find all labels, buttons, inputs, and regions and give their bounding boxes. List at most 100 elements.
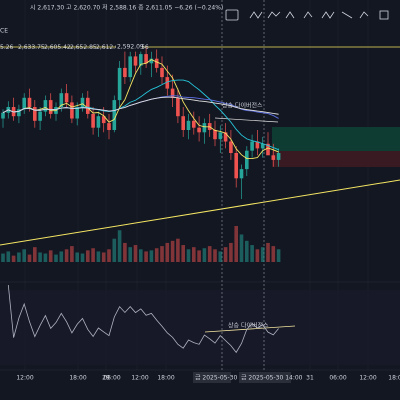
- volume-bar: [59, 251, 64, 262]
- candle-body: [64, 93, 69, 103]
- volume-bar: [213, 249, 217, 262]
- volume-bar: [123, 242, 127, 262]
- volume-bar: [207, 246, 212, 262]
- volume-bar: [266, 242, 270, 262]
- volume-bar: [271, 246, 276, 262]
- volume-bar: [17, 252, 21, 262]
- volume-bar: [64, 249, 69, 262]
- volume-bar: [1, 253, 5, 262]
- volume-bar: [250, 245, 254, 262]
- ohlc-header: 시 2,617.30 고 2,620.70 저 2,588.16 종 2,611…: [30, 4, 223, 12]
- toolbar[interactable]: [225, 9, 389, 21]
- candle-body: [133, 56, 138, 66]
- candle-body: [229, 141, 233, 153]
- volume-bar: [48, 250, 53, 262]
- symbol: CE: [0, 28, 8, 35]
- volume-bar: [223, 247, 228, 262]
- volume-bar: [160, 246, 164, 262]
- volume-bar: [276, 249, 281, 262]
- candle-body: [218, 132, 223, 140]
- volume-bar: [197, 250, 201, 262]
- volume-bar: [260, 247, 265, 262]
- annotation: 상승 다이버전스: [228, 322, 269, 330]
- candle-body: [260, 143, 265, 149]
- candle-body: [107, 123, 111, 130]
- volume-bar: [170, 240, 175, 262]
- volume-bar: [218, 251, 223, 262]
- long-zone: [272, 127, 400, 151]
- candle-body: [48, 100, 53, 114]
- time-label: 18:0: [388, 375, 400, 382]
- time-highlight: 금 2025-05-30 14:00: [241, 375, 303, 382]
- candle-body: [239, 169, 244, 179]
- candle-body: [223, 132, 228, 142]
- volume-bar: [202, 248, 207, 262]
- volume-bar: [27, 254, 32, 262]
- candle-body: [266, 143, 270, 156]
- ma-value: 2,612.08: [96, 44, 123, 51]
- volume-bar: [192, 247, 196, 262]
- time-highlight-bg: [193, 372, 231, 383]
- candle-body: [154, 58, 159, 68]
- volume-bar: [11, 255, 16, 262]
- volume-bar: [96, 251, 101, 262]
- candle-body: [144, 54, 148, 64]
- candle-body: [38, 111, 42, 121]
- high-label: 2,592.09: [117, 44, 144, 51]
- candle-body: [213, 130, 217, 140]
- volume-bar: [149, 250, 154, 262]
- volume-bar: [107, 249, 111, 262]
- candle-body: [27, 97, 32, 107]
- candle-body: [59, 93, 64, 107]
- time-label: 31: [306, 375, 314, 382]
- candle-body: [80, 97, 85, 107]
- volume-bar: [22, 249, 26, 262]
- ma-value: 2,605.42: [44, 44, 71, 51]
- candle-body: [112, 100, 117, 130]
- candle-body: [117, 67, 122, 101]
- candle-body: [75, 107, 79, 119]
- volume-bar: [165, 242, 170, 262]
- volume-bar: [38, 252, 42, 262]
- candle-body: [186, 120, 191, 130]
- time-label: 12:00: [359, 375, 376, 382]
- time-label: 29: [102, 375, 110, 382]
- volume-bar: [43, 253, 48, 262]
- candle-body: [234, 153, 238, 179]
- candle-body: [91, 113, 95, 128]
- volume-bar: [229, 242, 233, 262]
- volume-bar: [133, 245, 138, 262]
- candle-body: [192, 120, 196, 128]
- candle-body: [70, 102, 74, 119]
- rsi-band: [0, 290, 400, 365]
- ma-value: 2,652.85: [70, 44, 97, 51]
- candle-body: [170, 88, 175, 98]
- volume-bar: [186, 249, 191, 262]
- volume-bar: [101, 252, 106, 262]
- volume-bar: [181, 245, 185, 262]
- candle-body: [149, 58, 154, 64]
- divergence-line: [204, 325, 296, 333]
- volume-bar: [80, 253, 85, 262]
- candle-body: [86, 97, 90, 114]
- candle-body: [128, 56, 132, 78]
- ma-value: 5.26: [0, 44, 14, 51]
- candle-body: [202, 123, 207, 133]
- volume-bar: [139, 249, 143, 262]
- trend-line: [0, 179, 400, 246]
- candle-body: [197, 127, 201, 133]
- volume-bar: [144, 251, 148, 262]
- candle-body: [43, 100, 48, 112]
- volume-bar: [33, 247, 37, 262]
- volume-bar: [54, 254, 58, 262]
- candle-body: [139, 54, 143, 66]
- candle-body: [245, 150, 249, 170]
- ma-value: 2,633.75: [18, 44, 45, 51]
- volume-bar: [245, 240, 249, 262]
- candle-body: [160, 67, 164, 78]
- candle-body: [123, 67, 127, 78]
- candle-body: [22, 97, 26, 110]
- candle-body: [17, 109, 21, 117]
- annotation: 상승 다이버전스: [222, 102, 263, 110]
